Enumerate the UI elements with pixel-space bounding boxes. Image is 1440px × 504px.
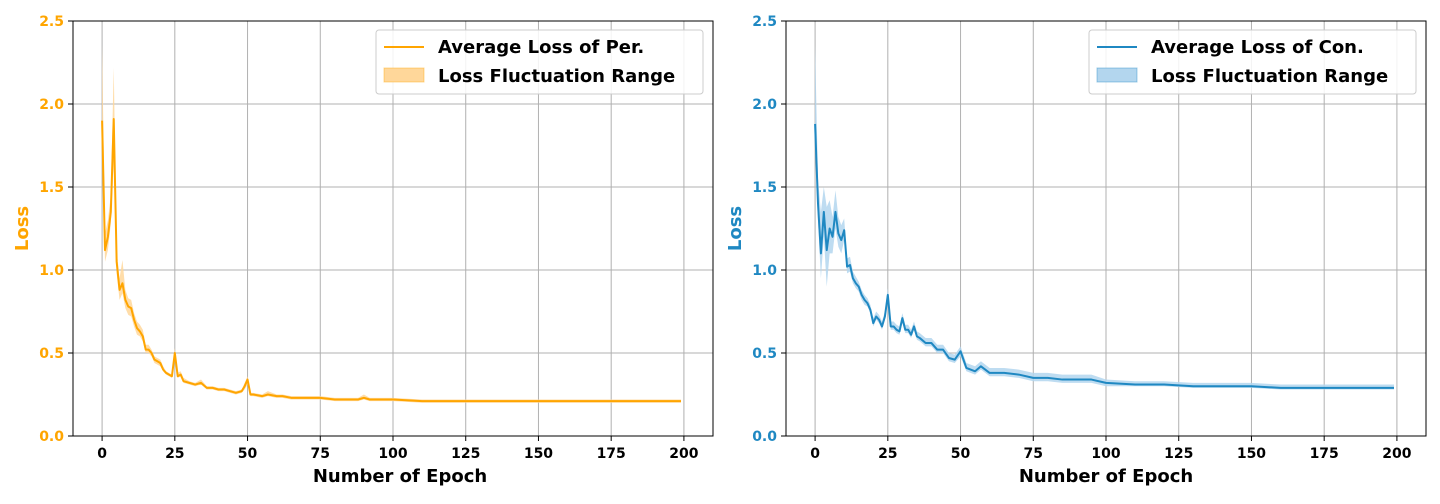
y-axis-title: Loss (725, 206, 746, 251)
y-tick-label: 1.5 (39, 180, 64, 196)
legend-entry-average: Average Loss of Per. (438, 37, 644, 58)
y-tick-label: 0.0 (752, 429, 777, 445)
legend: Average Loss of Per. Loss Fluctuation Ran… (375, 29, 704, 95)
legend-entry-range: Loss Fluctuation Range (1151, 66, 1388, 87)
chart-1: 0 25 50 75 100 125 150 175 200 0.0 0.5 1.0 1.5 2.0 2.5… (12, 14, 714, 487)
x-tick-label: 200 (669, 446, 698, 462)
x-tick-label: 100 (378, 446, 407, 462)
x-tick-label: 50 (951, 446, 971, 462)
x-tick-label: 125 (451, 446, 480, 462)
legend-entry-average: Average Loss of Con. (1151, 37, 1364, 58)
x-tick-label: 25 (878, 446, 897, 462)
x-tick-label: 150 (1237, 446, 1266, 462)
x-tick-label: 175 (597, 446, 626, 462)
y-tick-label: 1.5 (752, 180, 777, 196)
x-axis-title: Number of Epoch (1019, 466, 1193, 487)
x-tick-label: 100 (1091, 446, 1120, 462)
x-tick-label: 175 (1310, 446, 1339, 462)
y-tick-label: 2.5 (752, 14, 777, 30)
x-tick-label: 150 (524, 446, 553, 462)
x-tick-label: 200 (1382, 446, 1411, 462)
x-tick-label: 75 (1024, 446, 1043, 462)
average-loss-line (814, 123, 1394, 389)
fluctuation-band (815, 45, 1394, 390)
fluctuation-band (102, 45, 682, 403)
x-tick-label: 50 (238, 446, 258, 462)
legend: Average Loss of Con. Loss Fluctuation Ran… (1088, 29, 1417, 95)
y-tick-label: 2.0 (752, 97, 777, 113)
x-tick-label: 0 (97, 446, 107, 462)
x-tick-label: 75 (311, 446, 330, 462)
y-tick-label: 2.5 (39, 14, 64, 30)
y-tick-label: 0.0 (39, 429, 64, 445)
y-tick-label: 1.0 (752, 263, 777, 279)
legend-band-swatch (383, 67, 425, 83)
y-tick-label: 2.0 (39, 97, 64, 113)
legend-entry-range: Loss Fluctuation Range (438, 66, 675, 87)
legend-box (1088, 29, 1417, 95)
average-loss-line (101, 117, 681, 403)
y-axis-title: Loss (12, 206, 33, 251)
y-tick-label: 1.0 (39, 263, 64, 279)
x-tick-label: 0 (810, 446, 820, 462)
chart-2: 0 25 50 75 100 125 150 175 200 0.0 0.5 1.0 1.5 2.0 2.5… (725, 14, 1427, 487)
x-axis-title: Number of Epoch (313, 466, 487, 487)
y-tick-label: 0.5 (39, 346, 64, 362)
x-tick-label: 25 (165, 446, 184, 462)
x-tick-label: 125 (1164, 446, 1193, 462)
legend-box (375, 29, 704, 95)
y-tick-label: 0.5 (752, 346, 777, 362)
legend-band-swatch (1096, 67, 1138, 83)
